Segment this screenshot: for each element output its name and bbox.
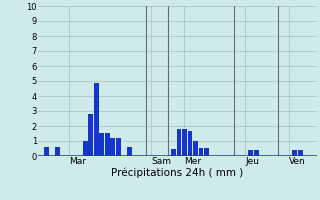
Bar	[182, 129, 187, 156]
Bar	[193, 141, 198, 156]
Bar	[248, 150, 253, 156]
Bar	[292, 150, 297, 156]
Bar	[298, 150, 303, 156]
Bar	[94, 83, 99, 156]
Bar	[110, 138, 115, 156]
Bar	[100, 133, 104, 156]
Bar	[177, 129, 181, 156]
Bar	[116, 138, 121, 156]
Bar	[88, 114, 93, 156]
Bar	[188, 130, 192, 156]
Bar	[55, 147, 60, 156]
Bar	[254, 150, 259, 156]
Bar	[127, 147, 132, 156]
Bar	[83, 141, 88, 156]
Bar	[199, 148, 204, 156]
Bar	[204, 148, 209, 156]
Bar	[44, 147, 49, 156]
X-axis label: Précipitations 24h ( mm ): Précipitations 24h ( mm )	[111, 168, 244, 178]
Bar	[105, 133, 110, 156]
Bar	[171, 148, 176, 156]
